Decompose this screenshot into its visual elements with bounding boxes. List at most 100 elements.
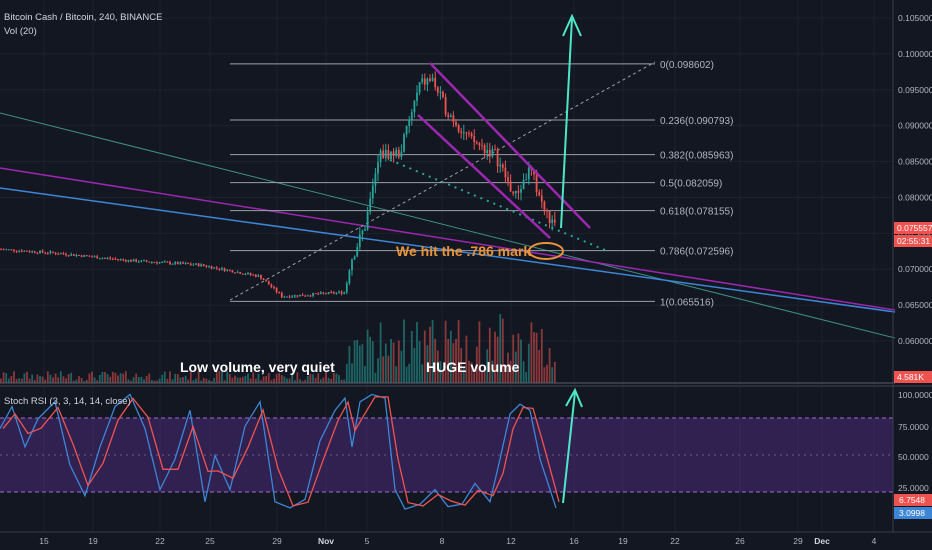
volume-bar [465, 335, 468, 383]
volume-bar [54, 373, 57, 383]
volume-bar [36, 374, 39, 383]
volume-bar [174, 373, 177, 383]
stoch-rsi-label[interactable]: Stoch RSI (3, 3, 14, 14, close) [4, 396, 131, 407]
candle [174, 262, 177, 264]
candle [288, 296, 291, 298]
rsi-tick-25: 25.0000 [898, 483, 929, 493]
volume-bar [514, 351, 517, 383]
candle [179, 262, 182, 265]
volume-bar [338, 375, 340, 383]
candle [195, 263, 197, 265]
candle [148, 261, 151, 263]
volume-bar [270, 380, 273, 383]
time-tick: 19 [618, 536, 628, 546]
fib-retracement[interactable]: 0(0.098602) 0.236(0.090793) 0.382(0.085963… [230, 60, 733, 308]
annotation-huge-volume: HUGE volume [426, 359, 520, 375]
candle [468, 133, 470, 135]
volume-bar [413, 347, 416, 383]
candle [400, 151, 403, 158]
volume-bar [486, 349, 489, 383]
candle [338, 291, 340, 293]
price-axis[interactable]: 0.105000 0.100000 0.095000 0.090000 0.085000… [892, 0, 932, 532]
candle [117, 258, 119, 260]
volume-bar [517, 333, 520, 383]
symbol-title[interactable]: Bitcoin Cash / Bitcoin, 240, BINANCE [4, 12, 162, 23]
volume-bar [156, 380, 158, 383]
volume-bar [314, 377, 317, 383]
candle [59, 253, 62, 255]
volume-bar [522, 361, 525, 383]
stoch-rsi-pane [0, 387, 893, 510]
volume-bar [189, 371, 192, 383]
time-axis[interactable]: 15 19 22 25 29 Nov 5 8 12 16 19 22 26 29 Dec 4 [39, 536, 876, 546]
candle [119, 259, 122, 261]
candle [551, 219, 554, 224]
volume-bar [478, 321, 481, 383]
volume-bar [26, 371, 28, 383]
volume-bar [148, 373, 151, 383]
volume-bar [351, 363, 353, 383]
candle [426, 78, 429, 85]
volume-bar [410, 331, 413, 383]
countdown-badge [894, 235, 932, 247]
time-tick: 19 [88, 536, 98, 546]
candle [15, 251, 18, 253]
volume-bar [0, 378, 2, 383]
candle [70, 254, 73, 256]
volume-bar [361, 343, 364, 383]
candle [67, 255, 70, 257]
breakout-arrow[interactable] [560, 13, 582, 229]
candle [442, 91, 444, 98]
volume-bar [499, 314, 502, 383]
candle [403, 134, 405, 152]
volume-bar [70, 372, 73, 383]
candle [457, 125, 460, 132]
volume-bar [31, 374, 34, 383]
volume-bar [254, 378, 257, 383]
candle [429, 78, 431, 81]
time-tick: Nov [318, 536, 334, 546]
candle [104, 257, 106, 259]
candle [184, 263, 187, 265]
volume-bar [124, 371, 127, 383]
candle [135, 259, 138, 262]
candle [223, 268, 226, 272]
volume-bar [400, 350, 403, 383]
time-tick: 4 [872, 536, 877, 546]
candle [130, 259, 132, 262]
volume-bar [163, 371, 166, 383]
rsi-k-badge [894, 494, 932, 506]
candle [226, 269, 229, 272]
volume-bar [358, 345, 361, 383]
volume-bar [379, 322, 382, 383]
volume-bar [57, 377, 60, 383]
volume-indicator-label[interactable]: Vol (20) [4, 26, 37, 37]
volume-bar [434, 338, 437, 383]
candle [127, 259, 130, 262]
volume-bar [283, 376, 286, 383]
volume-bar [460, 347, 463, 383]
volume-bar [247, 373, 249, 383]
current-price-badge [894, 222, 932, 234]
candle [361, 230, 364, 235]
candle [540, 195, 543, 202]
volume-bar [293, 380, 296, 383]
candle [171, 263, 174, 265]
candle [33, 251, 36, 253]
candle [509, 181, 512, 192]
volume-bar [455, 338, 457, 383]
candle [538, 192, 541, 196]
volume-bar [423, 330, 426, 383]
candle [543, 201, 546, 211]
candle [44, 252, 47, 254]
candle [49, 251, 52, 254]
volume-bar [356, 339, 359, 383]
candle [169, 262, 171, 265]
volume-bar [496, 336, 499, 383]
volume-bar [101, 371, 104, 383]
candle [260, 275, 262, 279]
candle [41, 250, 44, 253]
candle [527, 167, 530, 180]
rsi-axis[interactable]: 100.0000 75.0000 50.0000 25.0000 6.7548 … [894, 390, 932, 519]
